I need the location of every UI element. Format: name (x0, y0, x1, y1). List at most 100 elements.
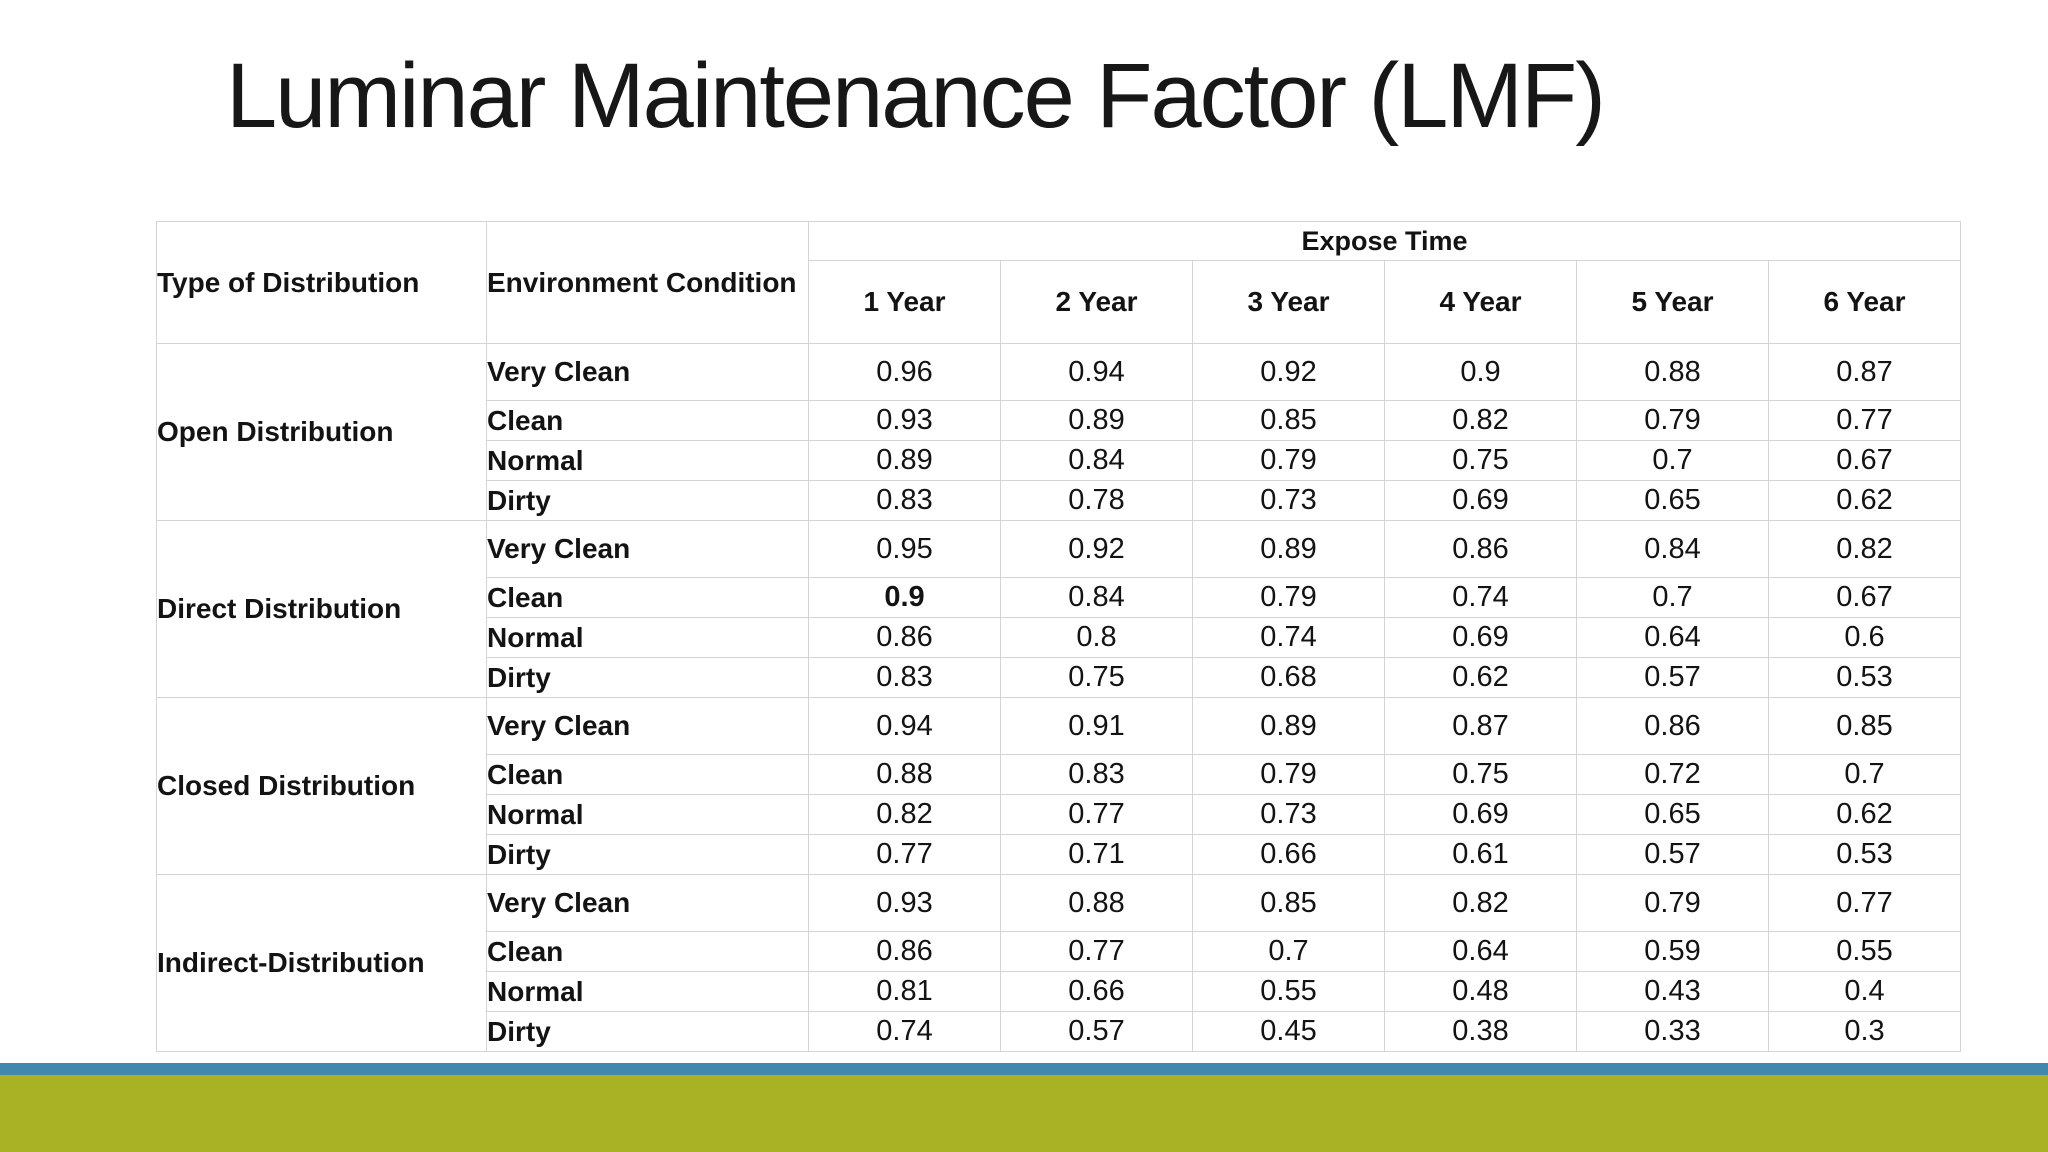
year-header-cell: 5 Year (1576, 260, 1769, 344)
value-cell: 0.64 (1576, 617, 1769, 658)
table-row: Closed Distribution Very Clean 0.94 0.91 0.8… (156, 697, 1962, 875)
value-cell: 0.78 (1000, 480, 1193, 521)
value-cell: 0.3 (1767, 1011, 1962, 1052)
value-cell: 0.85 (1767, 697, 1962, 755)
value-cell: 0.7 (1192, 931, 1385, 972)
condition-cell: Very Clean (486, 874, 809, 932)
value-cell: 0.6 (1767, 617, 1962, 658)
col-header-environment-condition: Environment Condition (486, 221, 809, 344)
value-cell: 0.89 (1000, 400, 1193, 441)
value-cell: 0.95 (808, 520, 1001, 578)
value-cell: 0.74 (1384, 577, 1577, 618)
value-cell: 0.75 (1384, 754, 1577, 795)
condition-cell: Clean (486, 400, 809, 441)
value-cell: 0.85 (1192, 874, 1385, 932)
value-cell: 0.79 (1192, 440, 1385, 481)
value-cell: 0.62 (1767, 480, 1962, 521)
table-row: Normal 0.82 0.77 0.73 0.69 0.65 0.62 (157, 794, 1962, 835)
table-row: Dirty 0.83 0.75 0.68 0.62 0.57 0.53 (157, 657, 1962, 698)
value-cell: 0.77 (1000, 794, 1193, 835)
value-cell: 0.45 (1192, 1011, 1385, 1052)
value-cell: 0.7 (1576, 577, 1769, 618)
table-row: Clean 0.93 0.89 0.85 0.82 0.79 0.77 (157, 400, 1962, 441)
table-row: Direct Distribution Very Clean 0.95 0.92 0.8… (156, 520, 1962, 698)
value-cell: 0.86 (1576, 697, 1769, 755)
value-cell: 0.82 (1384, 400, 1577, 441)
value-cell: 0.81 (808, 971, 1001, 1012)
value-cell: 0.89 (1192, 697, 1385, 755)
distribution-cell: Direct Distribution (156, 520, 487, 698)
value-cell: 0.72 (1576, 754, 1769, 795)
distribution-cell: Closed Distribution (156, 697, 487, 875)
year-header-cell: 3 Year (1192, 260, 1385, 344)
value-cell: 0.4 (1767, 971, 1962, 1012)
condition-cell: Dirty (486, 834, 809, 875)
value-cell: 0.64 (1384, 931, 1577, 972)
condition-cell: Clean (486, 577, 809, 618)
value-cell: 0.73 (1192, 480, 1385, 521)
value-cell: 0.82 (1384, 874, 1577, 932)
value-cell: 0.82 (1767, 520, 1962, 578)
distribution-cell: Open Distribution (156, 343, 487, 521)
value-cell: 0.9 (1384, 343, 1577, 401)
value-cell: 0.79 (1192, 577, 1385, 618)
table-row: Normal 0.89 0.84 0.79 0.75 0.7 0.67 (157, 440, 1962, 481)
condition-cell: Dirty (486, 480, 809, 521)
value-cell: 0.93 (808, 400, 1001, 441)
value-cell: 0.57 (1576, 657, 1769, 698)
value-cell: 0.59 (1576, 931, 1769, 972)
year-header-cell: 4 Year (1384, 260, 1577, 344)
value-cell: 0.86 (808, 931, 1001, 972)
value-cell: 0.74 (1192, 617, 1385, 658)
value-cell: 0.67 (1767, 440, 1962, 481)
value-cell: 0.77 (1000, 931, 1193, 972)
condition-cell: Very Clean (486, 697, 809, 755)
table-row: Dirty 0.77 0.71 0.66 0.61 0.57 0.53 (157, 834, 1962, 875)
value-cell: 0.68 (1192, 657, 1385, 698)
accent-bar-blue (0, 1063, 2048, 1075)
value-cell: 0.73 (1192, 794, 1385, 835)
value-cell: 0.83 (808, 657, 1001, 698)
value-cell: 0.43 (1576, 971, 1769, 1012)
value-cell: 0.33 (1576, 1011, 1769, 1052)
value-cell: 0.77 (1767, 874, 1962, 932)
value-cell: 0.92 (1192, 343, 1385, 401)
value-cell: 0.83 (1000, 754, 1193, 795)
value-cell: 0.62 (1384, 657, 1577, 698)
value-cell: 0.66 (1000, 971, 1193, 1012)
value-cell: 0.79 (1192, 754, 1385, 795)
value-cell: 0.69 (1384, 794, 1577, 835)
value-cell: 0.83 (808, 480, 1001, 521)
value-cell: 0.96 (808, 343, 1001, 401)
col-header-type-of-distribution: Type of Distribution (156, 221, 487, 344)
value-cell: 0.53 (1767, 834, 1962, 875)
value-cell: 0.53 (1767, 657, 1962, 698)
condition-cell: Normal (486, 440, 809, 481)
table-header: Type of Distribution Environment Conditi… (156, 221, 1962, 344)
year-header-cell: 2 Year (1000, 260, 1193, 344)
value-cell: 0.74 (808, 1011, 1001, 1052)
table-row: Indirect-Distribution Very Clean 0.93 0.88 0… (156, 874, 1962, 1052)
condition-cell: Dirty (486, 657, 809, 698)
value-cell: 0.55 (1192, 971, 1385, 1012)
table-row: Dirty 0.83 0.78 0.73 0.69 0.65 0.62 (157, 480, 1962, 521)
value-cell: 0.94 (1000, 343, 1193, 401)
value-cell: 0.55 (1767, 931, 1962, 972)
value-cell: 0.48 (1384, 971, 1577, 1012)
value-cell: 0.65 (1576, 794, 1769, 835)
value-cell: 0.86 (808, 617, 1001, 658)
value-cell: 0.62 (1767, 794, 1962, 835)
value-cell: 0.79 (1576, 874, 1769, 932)
value-cell: 0.88 (1000, 874, 1193, 932)
value-cell: 0.66 (1192, 834, 1385, 875)
value-cell: 0.77 (808, 834, 1001, 875)
value-cell: 0.38 (1384, 1011, 1577, 1052)
value-cell: 0.7 (1576, 440, 1769, 481)
value-cell: 0.87 (1384, 697, 1577, 755)
condition-cell: Clean (486, 931, 809, 972)
value-cell: 0.82 (808, 794, 1001, 835)
condition-cell: Clean (486, 754, 809, 795)
year-header-cell: 6 Year (1767, 260, 1962, 344)
value-cell: 0.91 (1000, 697, 1193, 755)
